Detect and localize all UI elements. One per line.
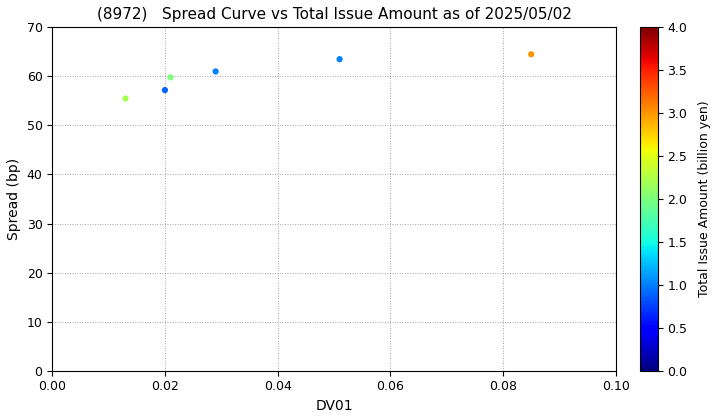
Point <box>210 68 221 75</box>
Point <box>159 87 171 93</box>
X-axis label: DV01: DV01 <box>315 399 353 413</box>
Point <box>165 74 176 81</box>
Point <box>334 56 346 63</box>
Title: (8972)   Spread Curve vs Total Issue Amount as of 2025/05/02: (8972) Spread Curve vs Total Issue Amoun… <box>96 7 572 22</box>
Y-axis label: Spread (bp): Spread (bp) <box>7 158 21 240</box>
Point <box>526 51 537 58</box>
Y-axis label: Total Issue Amount (billion yen): Total Issue Amount (billion yen) <box>698 101 711 297</box>
Point <box>120 95 131 102</box>
